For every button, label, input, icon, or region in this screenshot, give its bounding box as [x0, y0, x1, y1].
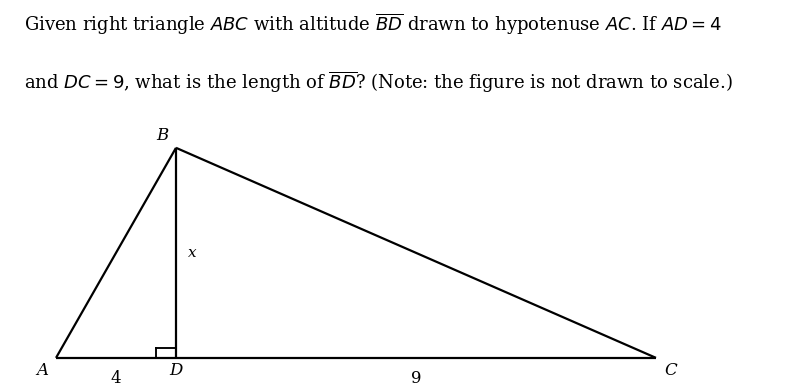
- Text: A: A: [36, 362, 48, 379]
- Text: x: x: [188, 246, 197, 260]
- Text: C: C: [664, 362, 677, 379]
- Text: Given right triangle $ABC$ with altitude $\overline{BD}$ drawn to hypotenuse $AC: Given right triangle $ABC$ with altitude…: [24, 12, 722, 37]
- Text: B: B: [156, 127, 168, 144]
- Text: and $DC = 9$, what is the length of $\overline{BD}$? (Note: the figure is not dr: and $DC = 9$, what is the length of $\ov…: [24, 70, 733, 95]
- Text: 9: 9: [410, 370, 422, 387]
- Text: 4: 4: [110, 370, 122, 387]
- Text: D: D: [170, 362, 182, 379]
